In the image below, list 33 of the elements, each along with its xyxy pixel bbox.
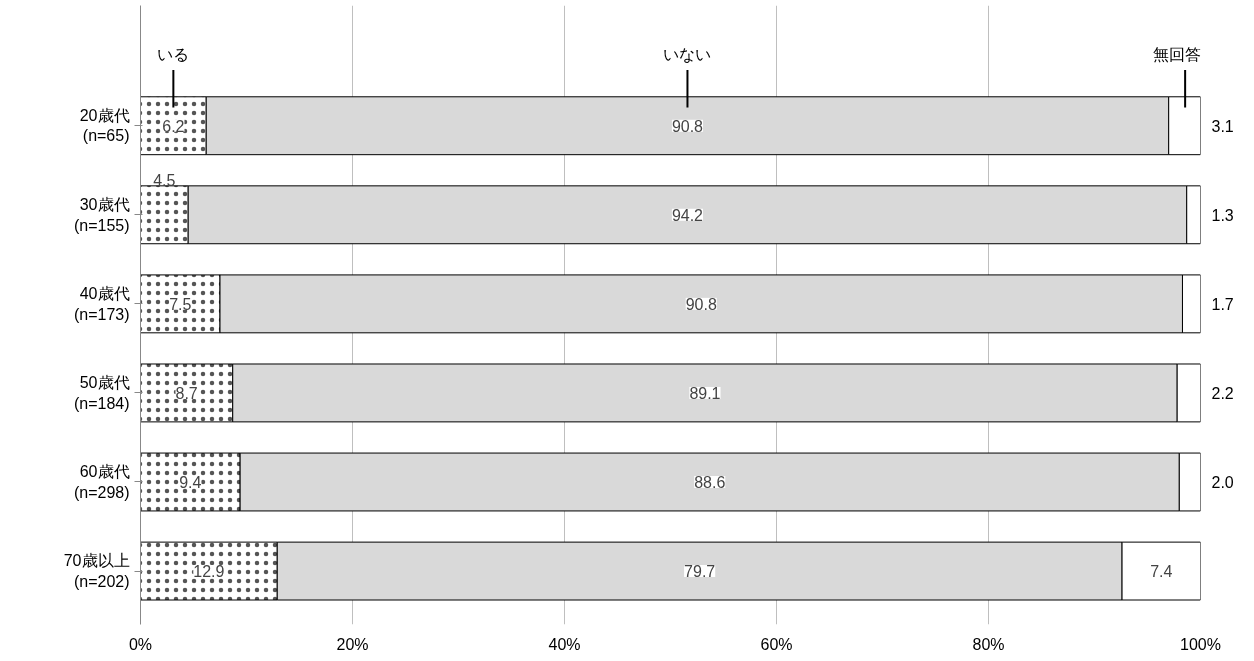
x-tick-label: 60%: [760, 635, 793, 653]
data-label: 79.7: [684, 563, 716, 581]
y-tick-label: 40歳代 (n=173): [73, 285, 130, 323]
y-tick-label: 50歳代 (n=184): [73, 374, 130, 412]
y-tick-label: 60歳代 (n=298): [73, 463, 130, 501]
data-label: 7.5: [169, 295, 192, 313]
x-tick-label: 20%: [336, 635, 369, 653]
data-label: 3.1: [1211, 117, 1234, 135]
data-label: 2.0: [1211, 474, 1234, 491]
text: いる: [157, 45, 190, 63]
text: 無回答: [1152, 45, 1201, 63]
data-label: 2.2: [1211, 384, 1234, 402]
text: いない: [663, 45, 712, 63]
y-tick-label: 20歳代 (n=65): [79, 107, 130, 145]
data-label: 1.3: [1211, 206, 1234, 224]
data-label: 90.8: [685, 295, 717, 313]
data-label: 4.5: [153, 171, 176, 189]
x-tick-label: 0%: [128, 635, 153, 653]
data-label: 1.7: [1211, 295, 1234, 313]
data-label: 8.7: [175, 384, 198, 402]
data-label: 12.9: [193, 563, 225, 581]
data-label: 88.6: [694, 474, 726, 491]
data-label: 7.4: [1150, 563, 1173, 581]
x-tick-label: 80%: [972, 635, 1005, 653]
data-label: 94.2: [671, 206, 704, 224]
y-tick-label: 70歳以上 (n=202): [63, 552, 130, 590]
data-label: 89.1: [689, 384, 721, 402]
x-tick-label: 100%: [1180, 635, 1221, 653]
x-tick-label: 40%: [548, 635, 581, 653]
data-label: 90.8: [671, 117, 704, 135]
data-label: 6.2: [162, 117, 185, 135]
data-label: 9.4: [179, 474, 202, 491]
y-tick-label: 30歳代 (n=155): [73, 196, 130, 234]
